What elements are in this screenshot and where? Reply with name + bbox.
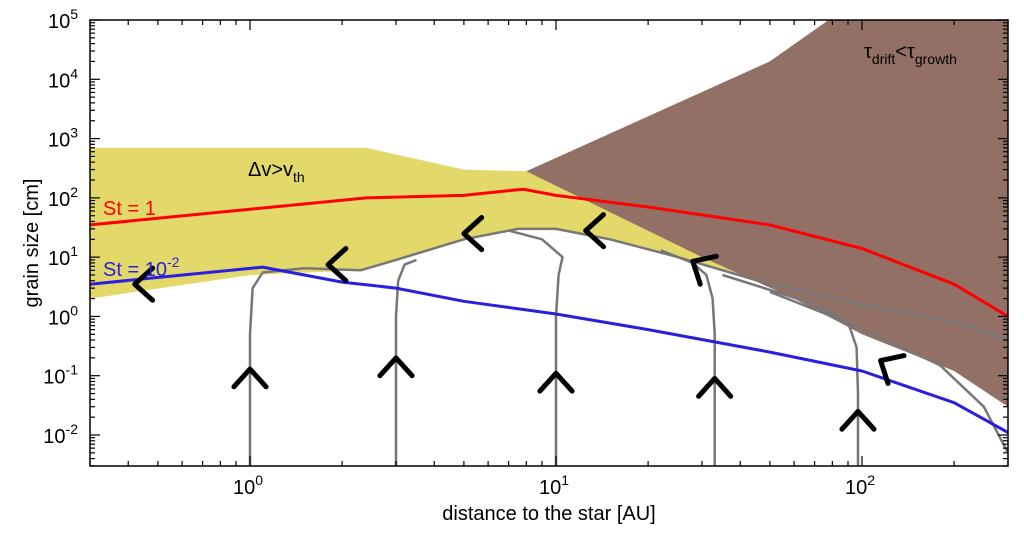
- y-tick-label: 104: [48, 65, 78, 92]
- series-label-st1: St = 1: [103, 198, 156, 220]
- y-tick-label: 103: [48, 125, 78, 152]
- arrow-0: [231, 366, 269, 390]
- ticks-layer: 100 101 102 10-2 10-1 100 101 102 103 104 105: [43, 6, 1009, 499]
- annotations-layer: Δv>vth τdrift<τgrowth St = 1 St = 10-2: [103, 41, 957, 281]
- series-label-st001: St = 10-2: [103, 254, 180, 281]
- trajectory-2: [508, 229, 564, 466]
- series-line-1: [90, 265, 1008, 434]
- arrow-8: [583, 212, 606, 250]
- arrow-1: [377, 355, 415, 379]
- trajectory-3: [660, 249, 716, 466]
- arrow-7: [461, 215, 485, 253]
- arrow-10: [878, 353, 907, 386]
- x-tick-label: 102: [845, 472, 875, 499]
- arrow-9: [690, 253, 719, 287]
- y-tick-label: 10-1: [43, 362, 78, 389]
- plot-frame: [89, 19, 1009, 467]
- y-axis-label: grain size [cm]: [21, 179, 43, 308]
- arrow-3: [696, 375, 734, 399]
- series-line-0: [90, 187, 1008, 318]
- arrow-6: [325, 246, 349, 284]
- trajectory-1: [394, 258, 417, 466]
- y-tick-label: 105: [48, 6, 78, 33]
- arrow-2: [537, 370, 575, 394]
- y-tick-label: 102: [48, 184, 78, 211]
- region-0: [90, 147, 1008, 340]
- region-label-dv: Δv>vth: [248, 159, 305, 185]
- region-label-tau: τdrift<τgrowth: [864, 41, 957, 67]
- arrow-4: [839, 408, 877, 432]
- y-tick-label: 100: [48, 302, 78, 329]
- trajectory-5: [769, 290, 1008, 454]
- trajectory-0: [248, 227, 1008, 466]
- y-tick-label: 101: [48, 243, 78, 270]
- arrows-layer: [132, 212, 907, 432]
- y-tick-label: 10-2: [43, 421, 78, 448]
- x-axis-label: distance to the star [AU]: [442, 503, 655, 525]
- x-tick-label: 100: [233, 472, 263, 499]
- x-tick-label: 101: [539, 472, 569, 499]
- arrow-5: [132, 265, 156, 303]
